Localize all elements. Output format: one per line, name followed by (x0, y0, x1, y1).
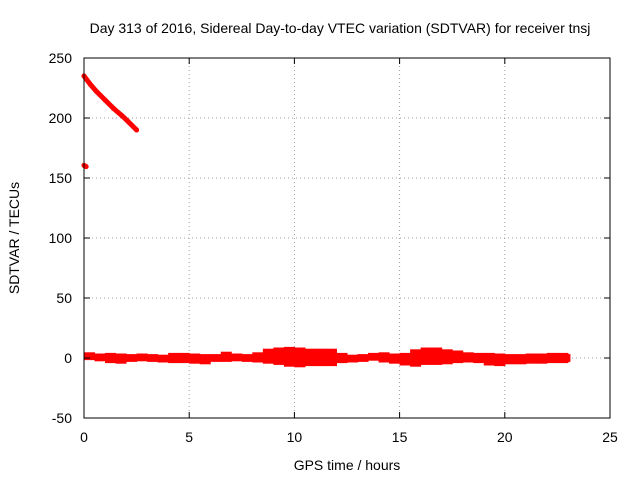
data-band-point (536, 353, 548, 364)
data-band-point (441, 349, 453, 365)
data-point (134, 127, 140, 133)
data-band-point (94, 353, 106, 362)
data-band-point (262, 348, 274, 364)
data-point (119, 113, 125, 119)
data-band-point (483, 352, 495, 366)
y-tick-label: 200 (49, 110, 73, 126)
data-band-point (147, 354, 159, 362)
data-band-point (84, 352, 96, 361)
y-tick-label: 150 (49, 170, 73, 186)
data-band-point (252, 352, 264, 363)
data-band-point (136, 353, 148, 362)
data-point (125, 119, 131, 125)
data-band-point (399, 352, 411, 366)
y-tick-label: -50 (52, 410, 72, 426)
data-band-point (546, 352, 558, 364)
data-band-point (452, 350, 464, 364)
data-band-point (315, 348, 327, 367)
data-band-point (462, 352, 474, 363)
data-band-point (210, 354, 222, 362)
data-band-point (178, 352, 190, 364)
data-band-point (304, 348, 316, 367)
axis-ticks: 0 5 10 15 20 25 -50 0 50 100 150 200 250 (49, 50, 618, 445)
x-tick-label: 5 (185, 429, 193, 445)
data-points (81, 73, 571, 368)
data-band-point (504, 354, 516, 365)
grid-lines (84, 58, 610, 418)
data-band-point (241, 354, 253, 362)
data-band-point (567, 354, 571, 362)
data-point (110, 105, 116, 111)
data-band-point (126, 354, 138, 362)
data-point (94, 89, 100, 95)
x-tick-label: 10 (287, 429, 303, 445)
data-band-point (473, 352, 485, 364)
data-band-point (168, 352, 180, 364)
data-band-point (494, 353, 506, 367)
y-tick-label: 100 (49, 230, 73, 246)
data-band-point (410, 349, 422, 367)
data-band-point (389, 353, 401, 364)
data-band-point (557, 352, 569, 364)
chart-title: Day 313 of 2016, Sidereal Day-to-day VTE… (90, 20, 591, 36)
data-band-point (283, 346, 295, 367)
data-band-point (199, 354, 211, 365)
x-tick-label: 25 (602, 429, 618, 445)
data-band-point (357, 354, 369, 362)
data-band-point (273, 347, 285, 365)
data-band-point (105, 352, 117, 364)
x-tick-label: 20 (497, 429, 513, 445)
data-band-point (368, 352, 380, 361)
data-band-point (325, 348, 337, 367)
data-band-point (431, 347, 443, 365)
data-band-point (115, 353, 127, 364)
y-tick-label: 50 (56, 290, 72, 306)
data-point (87, 81, 93, 87)
data-band-point (157, 354, 169, 363)
y-tick-label: 250 (49, 50, 73, 66)
data-band-point (420, 347, 432, 365)
data-band-point (378, 352, 390, 363)
data-band-point (336, 352, 348, 364)
data-band-point (189, 353, 201, 364)
y-axis-label: SDTVAR / TECUs (6, 182, 22, 294)
x-axis-label: GPS time / hours (294, 457, 401, 473)
data-band-point (220, 351, 232, 362)
y-tick-label: 0 (64, 350, 72, 366)
plot-frame (83, 57, 611, 419)
data-point (102, 97, 108, 103)
data-band-point (231, 353, 243, 362)
x-tick-label: 0 (80, 429, 88, 445)
data-band-point (525, 353, 537, 364)
data-band-point (347, 354, 359, 363)
x-tick-label: 15 (392, 429, 408, 445)
data-band-point (515, 354, 527, 365)
data-band-point (294, 347, 306, 368)
data-point (83, 164, 89, 170)
